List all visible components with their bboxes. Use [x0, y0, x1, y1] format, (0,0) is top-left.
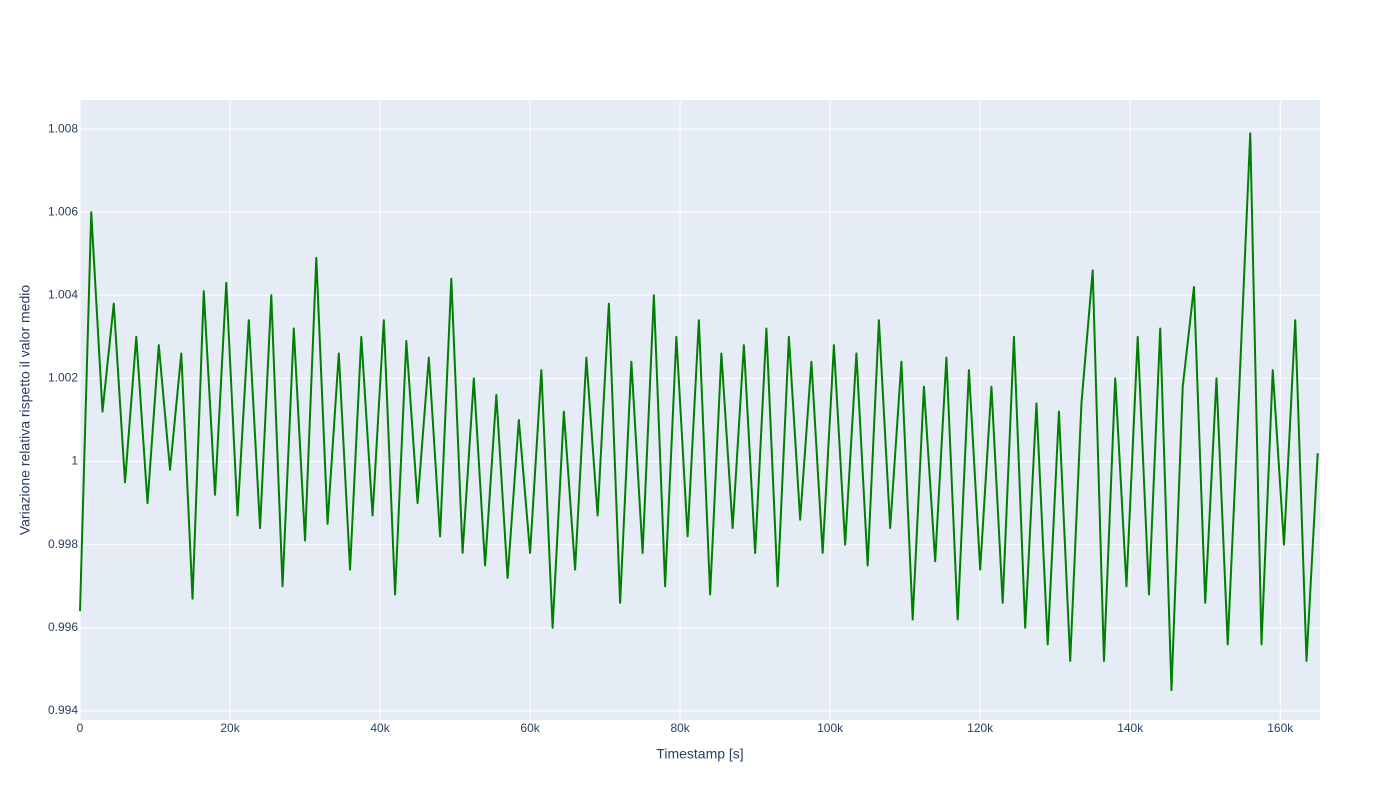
x-tick-label: 100k: [817, 721, 844, 735]
y-tick-label: 0.996: [48, 620, 78, 634]
y-tick-label: 1.002: [48, 371, 78, 385]
y-tick-label: 1.004: [48, 287, 78, 301]
x-tick-label: 120k: [967, 721, 994, 735]
x-axis-title: Timestamp [s]: [656, 746, 743, 762]
x-tick-label: 80k: [670, 721, 690, 735]
y-tick-label: 1.008: [48, 121, 78, 135]
y-tick-label: 0.994: [48, 703, 78, 717]
y-tick-label: 0.998: [48, 537, 78, 551]
x-tick-label: 160k: [1267, 721, 1294, 735]
x-tick-label: 140k: [1117, 721, 1144, 735]
data-line: [79, 132, 1319, 692]
x-tick-label: 40k: [370, 721, 390, 735]
x-tick-label: 0: [77, 721, 84, 735]
x-tick-label: 60k: [520, 721, 540, 735]
x-tick-label: 20k: [220, 721, 240, 735]
y-axis-title: Variazione relativa rispetto il valor me…: [17, 285, 33, 536]
y-tick-label: 1: [71, 454, 78, 468]
y-tick-label: 1.006: [48, 204, 78, 218]
